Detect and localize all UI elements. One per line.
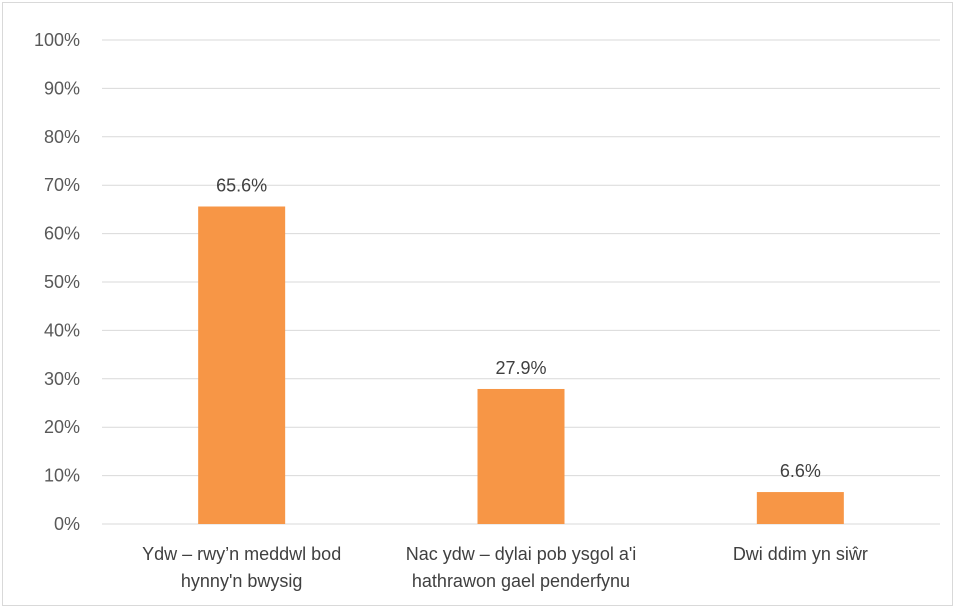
y-tick-label: 40% — [44, 320, 80, 340]
y-tick-label: 50% — [44, 272, 80, 292]
data-label: 65.6% — [216, 175, 267, 195]
y-tick-label: 20% — [44, 417, 80, 437]
bars — [198, 206, 844, 524]
category-label: Dwi ddim yn siŵr — [733, 544, 868, 564]
y-tick-label: 60% — [44, 224, 80, 244]
category-label: Nac ydw – dylai pob ysgol a'i — [406, 544, 637, 564]
data-labels: 65.6% 27.9% 6.6% — [216, 175, 821, 481]
bar — [198, 206, 286, 524]
category-label: hynny'n bwysig — [181, 571, 303, 591]
y-tick-label: 80% — [44, 127, 80, 147]
y-tick-label: 30% — [44, 369, 80, 389]
category-label: hathrawon gael penderfynu — [412, 571, 630, 591]
data-label: 6.6% — [780, 461, 821, 481]
category-label: Ydw – rwy’n meddwl bod — [142, 544, 341, 564]
y-tick-label: 90% — [44, 78, 80, 98]
y-tick-label: 100% — [34, 30, 80, 50]
y-tick-label: 10% — [44, 466, 80, 486]
y-tick-label: 70% — [44, 175, 80, 195]
bar — [477, 388, 565, 524]
bar — [756, 492, 844, 524]
y-axis-tick-labels: 0% 10% 20% 30% 40% 50% 60% 70% 80% 90% 100% — [34, 30, 80, 534]
category-labels: Ydw – rwy’n meddwl bod hynny'n bwysig Nac … — [142, 544, 868, 591]
data-label: 27.9% — [495, 358, 546, 378]
y-tick-label: 0% — [54, 514, 80, 534]
